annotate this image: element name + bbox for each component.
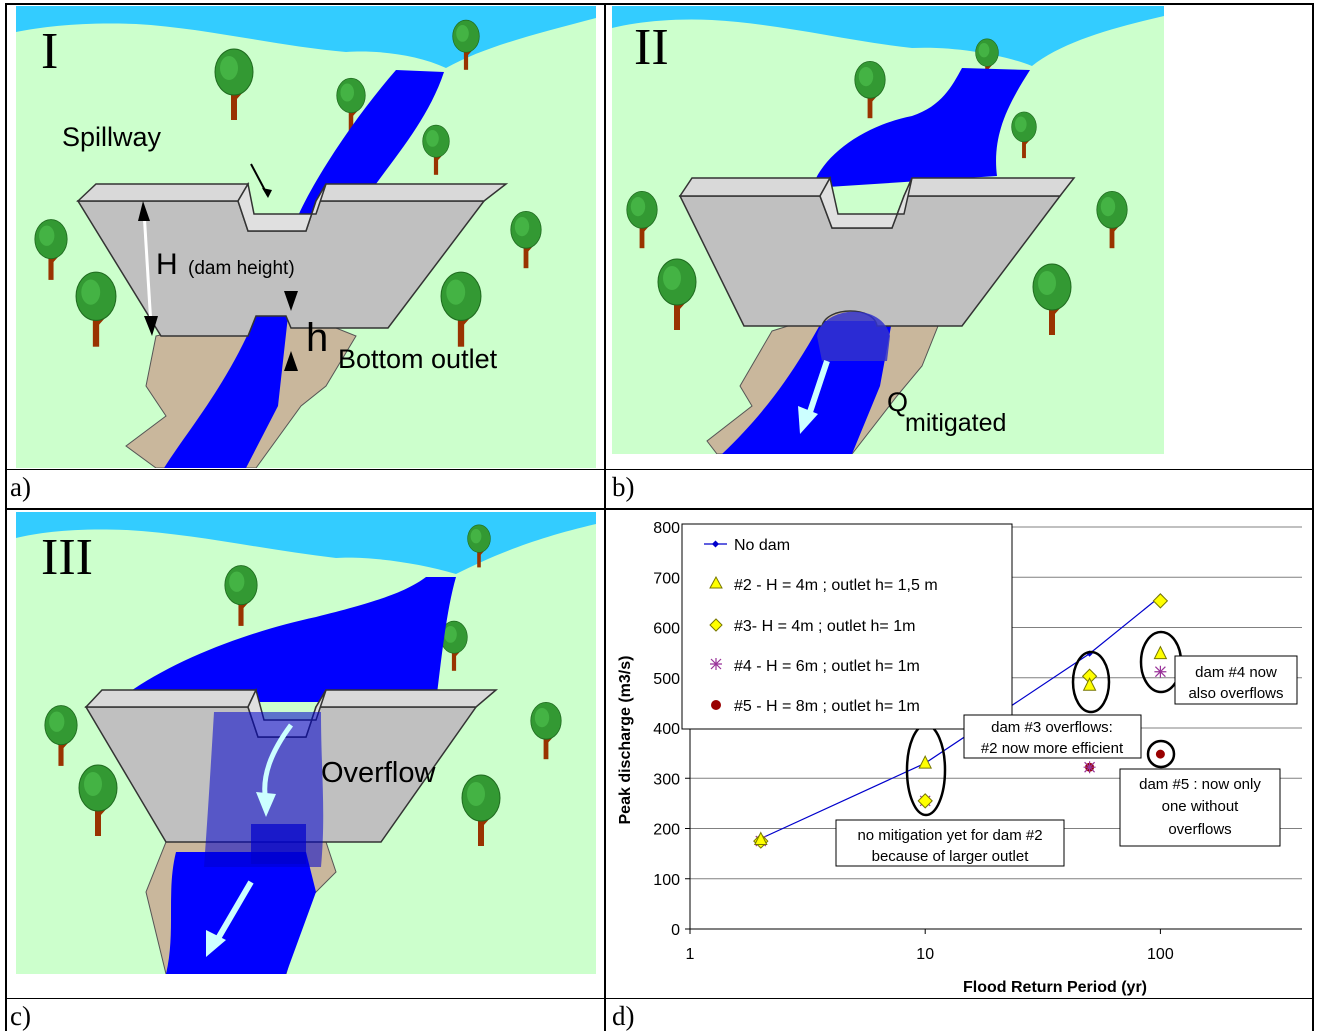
bottom-outlet-flow — [251, 824, 306, 864]
reservoir — [812, 68, 1030, 188]
annotation-box: dam #4 now also overflows — [1174, 655, 1298, 705]
y-tick-label: 0 — [671, 922, 680, 939]
y-tick-label: 500 — [653, 671, 680, 688]
table-divider-vertical — [604, 3, 606, 1031]
panel-d-chart: 0 100 200 300 400 500 600 700 800 1 10 100 Peak dis… — [612, 512, 1310, 996]
outlet-flow — [817, 311, 890, 361]
data-point-dam5 — [1155, 749, 1165, 759]
river-upstream — [298, 70, 444, 216]
legend: No dam #2 - H = 4m ; outlet h= 1,5 m #3-… — [681, 523, 1013, 730]
caption-d: d) — [612, 1001, 635, 1031]
data-point-dam3 — [1152, 593, 1169, 609]
table-divider-row2 — [5, 998, 1314, 999]
svg-text:one without: one without — [1162, 798, 1240, 815]
legend-entry: #2 - H = 4m ; outlet h= 1,5 m — [709, 575, 938, 594]
svg-text:dam #5 : now only: dam #5 : now only — [1139, 776, 1261, 793]
annotation-box: no mitigation yet for dam #2 because of … — [835, 819, 1065, 867]
svg-text:No dam: No dam — [734, 537, 790, 554]
river-downstream — [166, 852, 316, 974]
q-symbol: Q — [887, 387, 908, 417]
spillway-notch — [237, 181, 327, 232]
y-tick-label: 400 — [653, 721, 680, 738]
svg-text:#2 now more efficient: #2 now more efficient — [981, 740, 1124, 757]
river-downstream — [164, 316, 288, 468]
outlet-symbol: h — [306, 316, 328, 360]
data-point-dam4 — [1154, 665, 1167, 678]
sky-lake — [612, 6, 1164, 66]
data-point-dam3 — [917, 793, 933, 809]
flow-arrow-icon — [206, 930, 226, 957]
y-tick-label: 300 — [653, 771, 680, 788]
q-subscript: mitigated — [905, 409, 1006, 437]
legend-entry: #3- H = 4m ; outlet h= 1m — [709, 618, 915, 635]
svg-text:#4 - H = 6m ; outlet h= 1m: #4 - H = 6m ; outlet h= 1m — [734, 658, 920, 675]
data-point-dam2 — [918, 755, 933, 769]
x-axis-label: Flood Return Period (yr) — [963, 979, 1147, 996]
panel-b-dam-diagram: II Q mitigated — [612, 6, 1164, 454]
reservoir-overflowing — [116, 577, 456, 702]
x-tick-label: 1 — [686, 946, 695, 963]
y-axis-label: Peak discharge (m3/s) — [617, 656, 634, 825]
table-border-left — [5, 3, 7, 1031]
table-divider-middle — [5, 508, 1314, 510]
highlight-ellipse — [1146, 739, 1176, 769]
sky-lake — [16, 6, 596, 68]
panel-c-dam-diagram: III Overflow — [16, 512, 596, 974]
data-point-dam2 — [1153, 645, 1168, 660]
annotation-box: dam #5 : now only one without overflows — [1119, 768, 1281, 847]
svg-text:#5 - H = 8m ; outlet h= 1m: #5 - H = 8m ; outlet h= 1m — [734, 698, 920, 715]
svg-text:also overflows: also overflows — [1188, 685, 1283, 702]
svg-text:#3- H = 4m ; outlet h= 1m: #3- H = 4m ; outlet h= 1m — [734, 618, 915, 635]
y-tick-label: 100 — [653, 872, 680, 889]
arrow-up-icon — [284, 351, 298, 371]
y-tick-label: 600 — [653, 621, 680, 638]
x-tick-label: 10 — [916, 946, 934, 963]
table-border-top — [5, 3, 1314, 5]
caption-a: a) — [10, 472, 31, 502]
arrow-down-icon — [284, 291, 298, 311]
spillway-notch — [819, 175, 913, 229]
y-tick-label: 800 — [653, 520, 680, 537]
bottom-outlet-label: Bottom outlet — [338, 344, 498, 374]
flow-arrow-icon — [798, 406, 818, 434]
sky-lake — [16, 512, 596, 574]
svg-text:dam #3 overflows:: dam #3 overflows: — [991, 719, 1113, 736]
caption-c: c) — [10, 1001, 31, 1031]
data-point-dam2 — [753, 831, 768, 846]
table-divider-row1 — [5, 469, 1314, 470]
svg-text:overflows: overflows — [1168, 821, 1231, 838]
data-point-dam2 — [1082, 677, 1097, 691]
arrow-down-icon — [144, 316, 158, 336]
svg-text:#2 - H = 4m ; outlet h= 1,5 m: #2 - H = 4m ; outlet h= 1,5 m — [734, 577, 938, 594]
dam-height-note: (dam height) — [188, 258, 295, 279]
panel-a-roman: I — [41, 23, 58, 80]
dam-height-symbol: H — [156, 248, 178, 281]
legend-entry: No dam — [704, 537, 790, 554]
panel-a-dam-diagram: I Spillway H (dam height) h Bottom outle… — [16, 6, 596, 468]
spillway-label: Spillway — [62, 122, 162, 152]
highlight-ellipse — [1071, 650, 1111, 714]
table-border-right — [1312, 3, 1314, 1031]
caption-b: b) — [612, 472, 635, 502]
panel-b-roman: II — [634, 19, 669, 76]
y-tick-label: 700 — [653, 570, 680, 587]
svg-text:dam #4 now: dam #4 now — [1195, 664, 1277, 681]
arrow-up-icon — [138, 201, 150, 221]
annotation-box: dam #3 overflows: #2 now more efficient — [963, 714, 1142, 759]
overflow-label: Overflow — [321, 757, 436, 789]
legend-entry: #4 - H = 6m ; outlet h= 1m — [710, 658, 920, 675]
panel-c-roman: III — [41, 529, 93, 586]
data-point-dam4 — [1083, 761, 1096, 774]
x-tick-label: 100 — [1147, 946, 1174, 963]
svg-text:no mitigation yet for dam #2: no mitigation yet for dam #2 — [857, 827, 1042, 844]
svg-text:because of larger outlet: because of larger outlet — [872, 848, 1030, 865]
flow-arrow-icon — [256, 792, 276, 817]
legend-entry: #5 - H = 8m ; outlet h= 1m — [711, 698, 920, 715]
y-tick-label: 200 — [653, 822, 680, 839]
